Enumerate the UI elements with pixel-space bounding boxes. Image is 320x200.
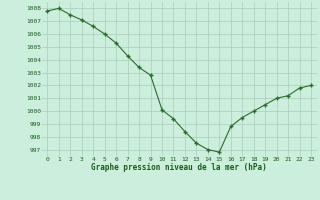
X-axis label: Graphe pression niveau de la mer (hPa): Graphe pression niveau de la mer (hPa) [91,163,267,172]
